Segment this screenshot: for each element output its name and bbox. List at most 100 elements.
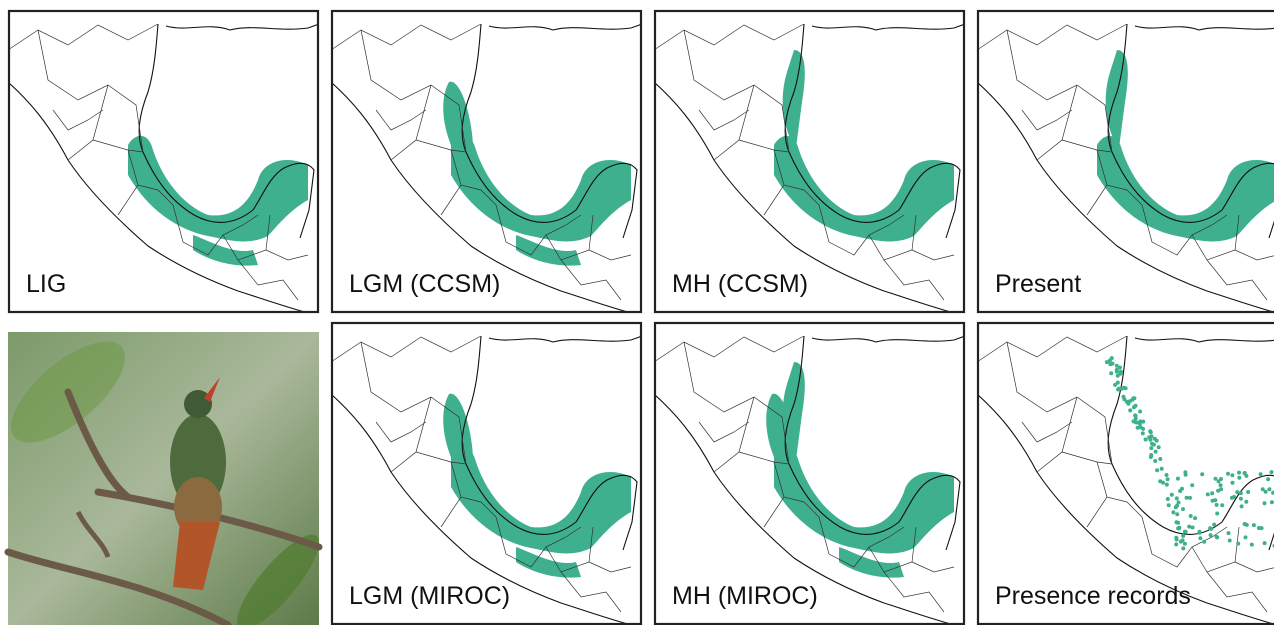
map-panel: MH (CCSM): [654, 10, 965, 313]
presence-record: [1153, 459, 1157, 463]
presence-record: [1270, 470, 1274, 474]
presence-record: [1226, 472, 1230, 476]
map: [654, 322, 965, 625]
presence-record: [1165, 483, 1169, 487]
presence-record: [1231, 481, 1235, 485]
presence-record: [1266, 477, 1270, 481]
presence-record: [1171, 510, 1175, 514]
presence-record: [1175, 496, 1179, 500]
presence-record: [1263, 501, 1267, 505]
presence-record: [1230, 473, 1234, 477]
presence-record: [1132, 405, 1136, 409]
presence-record: [1216, 489, 1220, 493]
presence-record: [1257, 526, 1261, 530]
presence-record: [1198, 536, 1202, 540]
presence-record: [1200, 472, 1204, 476]
map-background: [8, 10, 319, 313]
presence-record: [1237, 471, 1241, 475]
presence-record: [1228, 539, 1232, 543]
presence-record: [1158, 457, 1162, 461]
presence-record: [1149, 453, 1153, 457]
presence-record: [1118, 372, 1122, 376]
panel-label: Presence records: [995, 582, 1191, 610]
map-panel: LGM (MIROC): [331, 322, 642, 625]
presence-record: [1209, 533, 1213, 537]
presence-record: [1252, 523, 1256, 527]
presence-record: [1181, 507, 1185, 511]
presence-record: [1185, 496, 1189, 500]
map: [8, 10, 319, 313]
presence-record: [1261, 487, 1265, 491]
presence-record: [1176, 521, 1180, 525]
map: [977, 10, 1274, 313]
map: [331, 322, 642, 625]
presence-record: [1167, 503, 1171, 507]
presence-record: [1227, 531, 1231, 535]
presence-record: [1105, 360, 1109, 364]
map: [331, 10, 642, 313]
presence-record: [1113, 383, 1117, 387]
presence-record: [1111, 362, 1115, 366]
presence-record: [1212, 523, 1216, 527]
map-background: [654, 322, 965, 625]
presence-record: [1144, 438, 1148, 442]
panel-label: MH (MIROC): [672, 582, 818, 610]
presence-record: [1245, 523, 1249, 527]
presence-record: [1130, 398, 1134, 402]
presence-record: [1191, 526, 1195, 530]
presence-record: [1263, 541, 1267, 545]
presence-record: [1211, 499, 1215, 503]
presence-record: [1122, 395, 1126, 399]
presence-record: [1237, 476, 1241, 480]
presence-record: [1175, 538, 1179, 542]
presence-record: [1183, 542, 1187, 546]
presence-record: [1188, 496, 1192, 500]
presence-record: [1214, 477, 1218, 481]
presence-record: [1155, 468, 1159, 472]
presence-record: [1149, 446, 1153, 450]
presence-record: [1193, 516, 1197, 520]
presence-record: [1134, 417, 1138, 421]
presence-record: [1115, 368, 1119, 372]
presence-record: [1149, 430, 1153, 434]
map-background: [331, 322, 642, 625]
presence-record: [1170, 493, 1174, 497]
presence-record: [1181, 538, 1185, 542]
presence-record: [1165, 473, 1169, 477]
presence-record: [1219, 483, 1223, 487]
presence-record: [1189, 514, 1193, 518]
presence-record: [1267, 487, 1271, 491]
presence-record: [1158, 479, 1162, 483]
presence-record: [1150, 442, 1154, 446]
presence-record: [1166, 497, 1170, 501]
presence-record: [1175, 504, 1179, 508]
presence-record: [1236, 542, 1240, 546]
presence-record: [1176, 477, 1180, 481]
presence-record: [1117, 387, 1121, 391]
presence-record: [1157, 445, 1161, 449]
presence-record: [1210, 491, 1214, 495]
presence-record: [1250, 543, 1254, 547]
panel-label: Present: [995, 270, 1081, 298]
presence-record: [1141, 427, 1145, 431]
panel-label: LGM (CCSM): [349, 270, 500, 298]
map-panel: LIG: [8, 10, 319, 313]
presence-record: [1235, 490, 1239, 494]
presence-record: [1208, 526, 1212, 530]
presence-record: [1128, 408, 1132, 412]
presence-record: [1184, 530, 1188, 534]
presence-record: [1153, 437, 1157, 441]
presence-record: [1160, 467, 1164, 471]
map-background: [331, 10, 642, 313]
presence-record: [1174, 542, 1178, 546]
presence-record: [1134, 420, 1138, 424]
figure: LIG LGM (CCSM) MH (CCSM) Present LGM (MIROC)…: [0, 0, 1274, 625]
presence-record: [1138, 410, 1142, 414]
photo: [0, 324, 330, 625]
presence-record: [1215, 535, 1219, 539]
presence-record: [1230, 496, 1234, 500]
presence-record: [1220, 503, 1224, 507]
map: [977, 322, 1274, 625]
presence-record: [1181, 546, 1185, 550]
presence-record: [1154, 450, 1158, 454]
